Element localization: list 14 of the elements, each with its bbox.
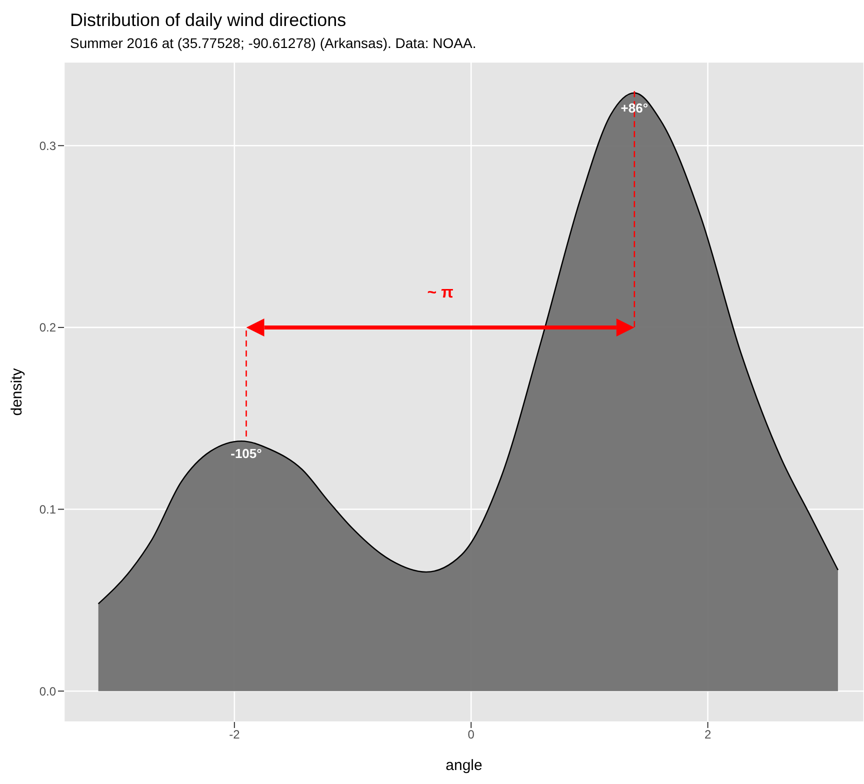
annotation: +86° [620, 100, 648, 116]
chart-subtitle: Summer 2016 at (35.77528; -90.61278) (Arkansas). Data: NOAA. [69, 34, 478, 53]
y-axis-title: density [8, 368, 26, 416]
annotation: -105° [230, 446, 262, 461]
y-tick-label: 0.1 [39, 502, 56, 517]
chart-title: Distribution of daily wind directions [69, 9, 348, 32]
y-tick-label: 0.2 [39, 320, 56, 335]
x-tick-label: -2 [229, 728, 240, 742]
x-tick-label: 0 [468, 728, 475, 742]
ref-line-label: ~ π [427, 284, 454, 302]
x-tick-label: 2 [704, 728, 712, 742]
y-tick-label: 0.3 [39, 138, 56, 153]
y-tick-label: 0.0 [39, 684, 56, 698]
x-axis-title: angle [446, 757, 482, 774]
